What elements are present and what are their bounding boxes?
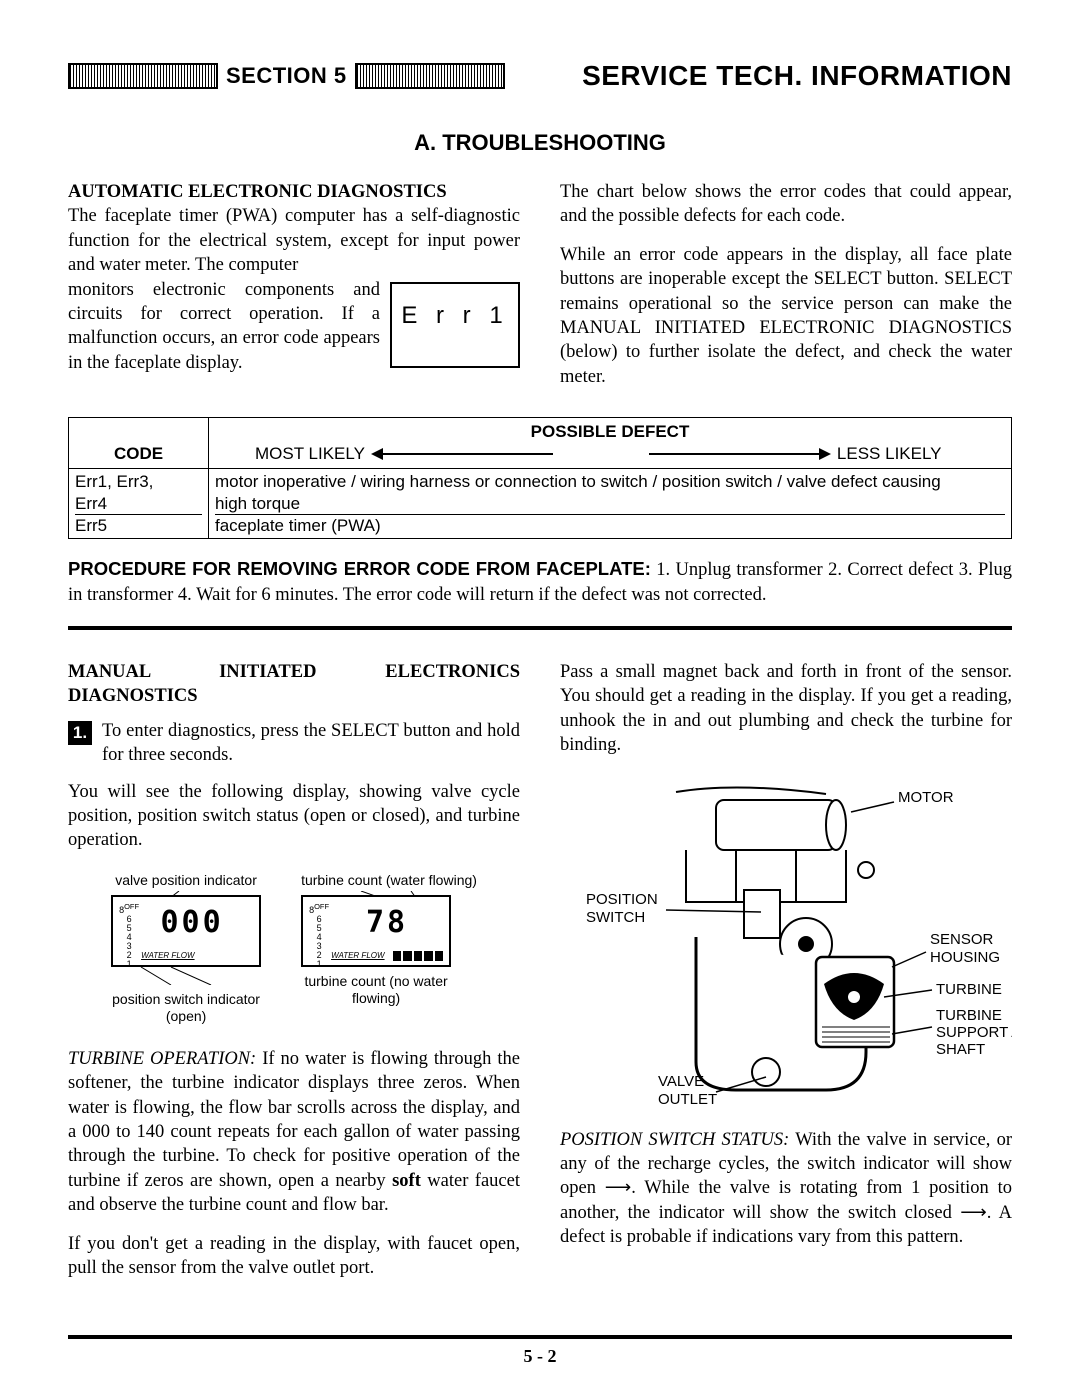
auto-diag-p1-b: monitors electronic components and circu… [68,280,380,373]
troubleshooting-title: A. TROUBLESHOOTING [68,130,1012,156]
turbine-flow-label: turbine count (water flowing) [301,871,477,889]
table-defect-header: POSSIBLE DEFECT [219,422,1001,442]
motor-diagram: MOTOR POSITION SWITCH SENSOR HOUSING TUR… [560,772,1012,1112]
svg-text:HOUSING: HOUSING [930,949,1000,966]
lcd-left: 8OFF654321 000 WATER FLOW [111,895,261,967]
right-col-intro: The chart below shows the error codes th… [560,180,1012,403]
page-header: SECTION 5 SERVICE TECH. INFORMATION [68,60,1012,92]
svg-text:TURBINE: TURBINE [936,981,1002,998]
table-row: Err5 [75,514,202,536]
turbine-op-para: TURBINE OPERATION: If no water is flowin… [68,1047,520,1218]
table-code-header: CODE [69,418,209,469]
svg-text:TURBINE: TURBINE [936,1007,1002,1024]
bottom-rule [68,1335,1012,1339]
section-label: SECTION 5 [226,63,347,89]
page-number: 5 - 2 [0,1346,1080,1367]
svg-text:POSITION: POSITION [586,891,658,908]
error-code-table: CODE POSSIBLE DEFECT MOST LIKELY LESS LI… [68,417,1012,539]
manual-diag-heading: MANUAL INITIATED ELECTRONICS DIAGNOSTICS [68,660,520,709]
turbine-noflow-label: turbine count (no water flowing) [301,973,451,1007]
less-likely-label: LESS LIKELY [837,444,942,464]
pos-switch-label: position switch indicator (open) [111,991,261,1025]
arrow-right-icon [649,453,829,455]
intro-columns: AUTOMATIC ELECTRONIC DIAGNOSTICS The fac… [68,180,1012,403]
arrow-left-icon [373,453,553,455]
step-number-1: 1. [68,721,92,745]
svg-text:MOTOR: MOTOR [898,789,954,806]
hatch-left [68,63,218,89]
no-reading-para: If you don't get a reading in the displa… [68,1232,520,1281]
svg-text:SUPPORT AND: SUPPORT AND [936,1024,1012,1041]
procedure-text: PROCEDURE FOR REMOVING ERROR CODE FROM F… [68,557,1012,608]
pos-switch-status-label: POSITION SWITCH STATUS: [560,1130,789,1150]
magnet-para: Pass a small magnet back and forth in fr… [560,660,1012,758]
display-illustration: valve position indicator 8OFF654321 000 … [68,871,520,1025]
step1-text: To enter diagnostics, press the SELECT b… [102,719,520,768]
turbine-op-label: TURBINE OPERATION: [68,1049,256,1069]
left-col-manual: MANUAL INITIATED ELECTRONICS DIAGNOSTICS… [68,660,520,1295]
pos-switch-para: POSITION SWITCH STATUS: With the valve i… [560,1128,1012,1250]
main-title: SERVICE TECH. INFORMATION [582,60,1012,92]
procedure-label: PROCEDURE FOR REMOVING ERROR CODE FROM F… [68,558,651,579]
svg-text:SENSOR: SENSOR [930,931,994,948]
table-row: high torque [215,493,1005,514]
auto-diag-heading: AUTOMATIC ELECTRONIC DIAGNOSTICS [68,182,447,202]
table-row: Err4 [75,493,202,514]
left-col-intro: AUTOMATIC ELECTRONIC DIAGNOSTICS The fac… [68,180,520,403]
svg-text:SHAFT: SHAFT [936,1041,985,1058]
table-row: faceplate timer (PWA) [215,514,1005,536]
auto-diag-p2: The chart below shows the error codes th… [560,180,1012,229]
valve-pos-label: valve position indicator [111,871,261,889]
table-row: motor inoperative / wiring harness or co… [215,471,1005,492]
table-row: Err1, Err3, [75,471,202,492]
error-display-box: E r r 1 [390,282,520,368]
divider-rule [68,626,1012,630]
manual-diag-columns: MANUAL INITIATED ELECTRONICS DIAGNOSTICS… [68,660,1012,1295]
right-col-manual: Pass a small magnet back and forth in fr… [560,660,1012,1295]
auto-diag-p3: While an error code appears in the displ… [560,243,1012,389]
manual-p1: You will see the following display, show… [68,780,520,853]
hatch-right [355,63,505,89]
lcd-right: 8OFF654321 78 WATER FLOW [301,895,451,967]
most-likely-label: MOST LIKELY [255,444,365,464]
svg-text:SWITCH: SWITCH [586,909,645,926]
svg-text:VALVE: VALVE [658,1073,704,1090]
svg-text:OUTLET: OUTLET [658,1091,717,1108]
auto-diag-p1-a: The faceplate timer (PWA) computer has a… [68,206,520,275]
